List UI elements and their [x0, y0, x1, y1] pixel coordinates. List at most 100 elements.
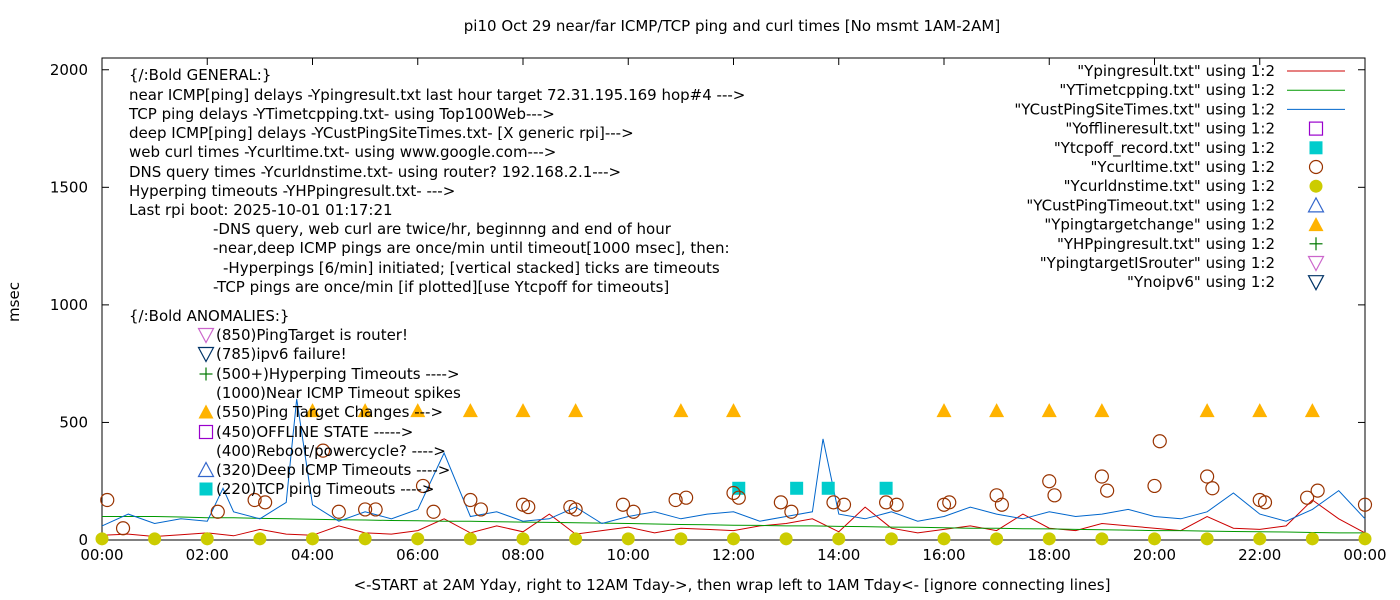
legend-label: "Ynoipv6" using 1:2 [1127, 273, 1275, 291]
legend-swatch [1308, 159, 1324, 175]
series-line [102, 516, 1365, 534]
annotation-line: (1000)Near ICMP Timeout spikes [216, 384, 461, 402]
data-point [1252, 403, 1268, 418]
data-point [1042, 474, 1057, 489]
y-tick-label: 2000 [50, 61, 88, 79]
legend-label: "YCustPingSiteTimes.txt" using 1:2 [1014, 100, 1275, 118]
annotation-line: {/:Bold ANOMALIES:} [129, 307, 289, 325]
x-tick-label: 20:00 [1133, 546, 1176, 564]
data-point [305, 403, 320, 418]
annotation-line: (550)Ping Target Changes ---> [216, 403, 443, 421]
legend-label: "Ycurltime.txt" using 1:2 [1090, 158, 1275, 176]
data-point [253, 532, 267, 546]
data-point [210, 504, 225, 519]
data-point [258, 495, 273, 510]
x-tick-label: 08:00 [501, 546, 544, 564]
data-point [568, 403, 584, 418]
x-tick-label: 04:00 [291, 546, 334, 564]
x-tick-label: 06:00 [396, 546, 439, 564]
data-point [306, 532, 319, 546]
data-point [1047, 488, 1062, 503]
data-point [463, 492, 478, 508]
annotation-marker [199, 482, 213, 496]
data-point [331, 504, 346, 519]
data-point [1357, 497, 1373, 512]
series-1 [102, 516, 1365, 534]
legend-swatch [1308, 121, 1324, 136]
annotation-line: web curl times -Ycurltime.txt- using www… [129, 143, 556, 161]
data-point [790, 481, 804, 495]
data-point [879, 481, 893, 495]
data-point [726, 403, 741, 418]
series-8 [305, 403, 1320, 418]
data-point [95, 532, 109, 546]
data-point [889, 497, 904, 512]
data-point [821, 481, 835, 495]
x-tick-label: 00:00 [80, 546, 123, 564]
data-point [679, 490, 694, 505]
data-point [942, 495, 957, 510]
series-5 [100, 434, 1373, 536]
data-point [884, 532, 898, 546]
legend-label: "Yofflineresult.txt" using 1:2 [1065, 120, 1275, 138]
series-6 [95, 532, 1372, 546]
data-point [516, 532, 530, 546]
series-4 [732, 481, 893, 495]
y-axis-label: msec [5, 282, 23, 322]
legend-label: "YHPpingresult.txt" using 1:2 [1057, 235, 1275, 253]
data-point [668, 492, 683, 508]
legend-label: "YCustPingTimeout.txt" using 1:2 [1026, 196, 1275, 214]
data-point [1148, 532, 1161, 546]
data-point [826, 495, 841, 510]
data-point [621, 532, 635, 546]
data-point [832, 532, 846, 546]
x-tick-label: 00:00 [1343, 546, 1386, 564]
legend-label: "Ytcpoff_record.txt" using 1:2 [1054, 139, 1275, 158]
legend-label: "Ypingresult.txt" using 1:2 [1077, 62, 1275, 80]
annotation-line: near ICMP[ping] delays -Ypingresult.txt … [129, 86, 745, 104]
y-tick-label: 1500 [50, 178, 88, 196]
data-point [726, 485, 741, 501]
data-point [1205, 481, 1220, 496]
data-point [358, 502, 373, 517]
data-point [247, 492, 262, 508]
x-tick-label: 16:00 [922, 546, 965, 564]
data-point [936, 403, 952, 418]
x-tick-label: 14:00 [817, 546, 860, 564]
legend-label: "YTimetcpping.txt" using 1:2 [1059, 81, 1275, 99]
annotation-line: (220)TCP ping Timeouts ----> [216, 480, 434, 498]
legend-swatch [1307, 196, 1325, 213]
plot-series [95, 398, 1373, 546]
data-point [415, 478, 431, 494]
data-point [1095, 532, 1109, 546]
data-point [773, 495, 788, 510]
data-point [1199, 403, 1215, 418]
annotation-line: Hyperping timeouts -YHPpingresult.txt- -… [129, 182, 455, 200]
data-point [615, 497, 631, 512]
data-point [674, 532, 688, 546]
data-point [1042, 532, 1056, 546]
data-point [1200, 469, 1215, 484]
legend-label: "Ycurldnstime.txt" using 1:2 [1064, 177, 1275, 195]
legend-swatch [1309, 179, 1323, 193]
annotation-line: -Hyperpings [6/min] initiated; [vertical… [223, 259, 720, 277]
y-tick-label: 0 [78, 531, 88, 549]
legend-swatch [1309, 141, 1323, 155]
legend-label: "Ypingtargetchange" using 1:2 [1044, 216, 1275, 234]
data-point [100, 492, 115, 508]
data-point [1304, 403, 1320, 418]
x-tick-label: 10:00 [607, 546, 650, 564]
data-point [989, 403, 1005, 418]
annotation-line: (850)PingTarget is router! [216, 326, 408, 344]
data-point [569, 532, 583, 546]
annotations: {/:Bold GENERAL:} near ICMP[ping] delays … [128, 66, 745, 498]
annotation-line: (400)Reboot/powercycle? ----> [216, 442, 446, 460]
x-axis-ticks: 00:00 02:00 04:00 06:00 08:00 10:00 12:00 14:00… [80, 58, 1387, 564]
data-point [1094, 469, 1109, 484]
annotation-line: TCP ping delays -YTimetcpping.txt- using… [128, 105, 555, 123]
annotation-line: (500+)Hyperping Timeouts ----> [216, 365, 460, 383]
data-point [836, 497, 852, 512]
data-point [521, 499, 536, 515]
legend-swatch [1308, 217, 1324, 232]
annotation-line: -near,deep ICMP pings are once/min until… [213, 239, 730, 257]
